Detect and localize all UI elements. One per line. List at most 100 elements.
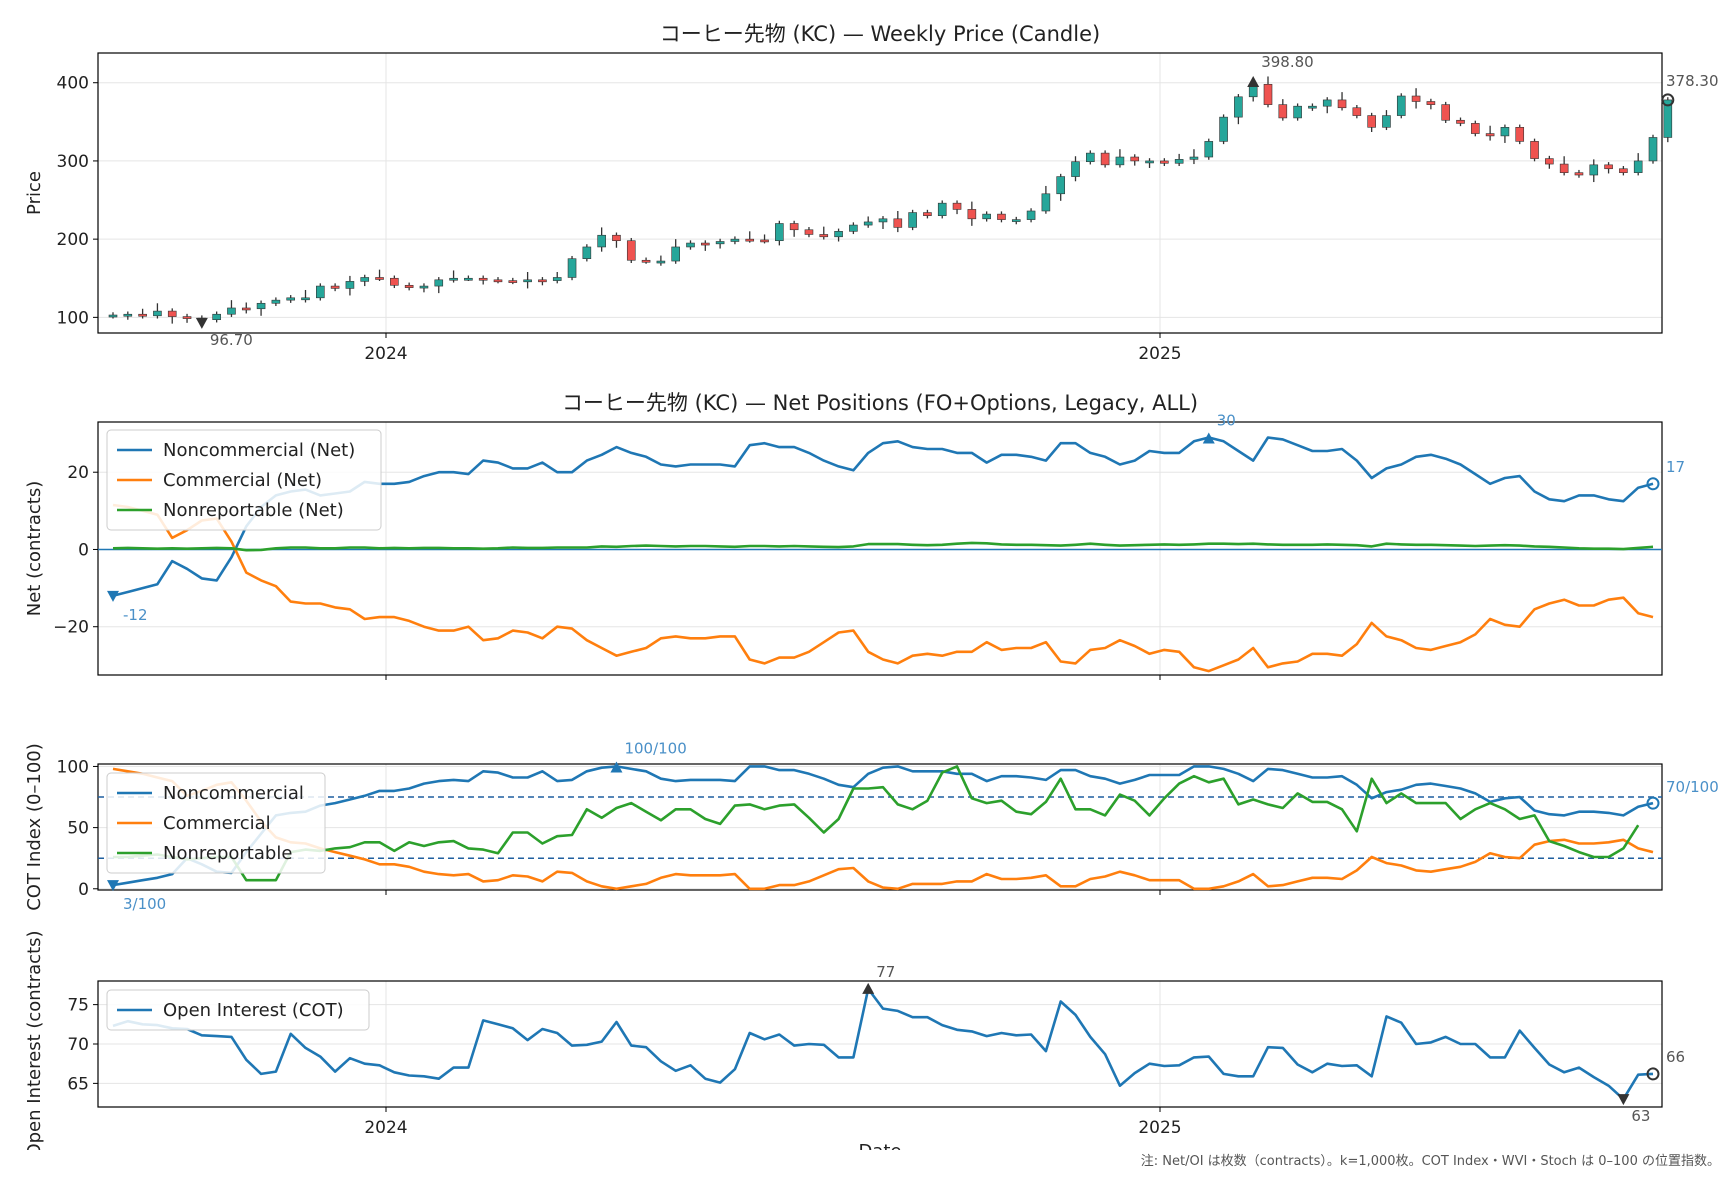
candle-body xyxy=(1071,161,1080,177)
candle-body xyxy=(715,241,725,245)
candle-body xyxy=(1322,99,1332,107)
candle-body xyxy=(1308,105,1317,109)
candle-body xyxy=(701,242,710,246)
candle-body xyxy=(819,234,829,238)
candle-body xyxy=(893,218,903,228)
y-tick-label: −20 xyxy=(53,618,89,638)
y-axis-label-cot: COT Index (0–100) xyxy=(24,743,45,911)
candle-body xyxy=(982,213,991,220)
candle-body xyxy=(908,212,917,228)
candle-body xyxy=(1619,168,1628,173)
candle-body xyxy=(286,297,295,301)
panel-1-frame xyxy=(97,421,1663,676)
candle-body xyxy=(241,307,251,311)
candle-body xyxy=(552,277,562,281)
candle-body xyxy=(1086,152,1095,163)
series-line-1 xyxy=(112,503,1654,673)
legend-label: Commercial xyxy=(163,813,271,834)
y-tick-label: 100 xyxy=(57,757,89,777)
x-tick-label: 2025 xyxy=(1138,344,1181,364)
panel-0-frame xyxy=(97,52,1663,334)
candle-body xyxy=(626,240,636,261)
last-net-marker xyxy=(1646,477,1660,491)
candle-body xyxy=(478,277,488,281)
candle-body xyxy=(182,316,192,319)
candle-body xyxy=(1204,141,1214,158)
candle-body xyxy=(316,285,325,299)
candle-body xyxy=(1648,137,1658,162)
max-net-label: 30 xyxy=(1217,411,1236,429)
candle-body xyxy=(1574,172,1584,176)
legend-label: Nonreportable xyxy=(163,843,292,864)
candle-body xyxy=(153,310,162,317)
candle-body xyxy=(612,234,621,242)
y-axis-label-oi: Open Interest (contracts) xyxy=(24,930,45,1150)
candle-body xyxy=(434,279,444,287)
y-axis-label-net: Net (contracts) xyxy=(24,481,45,617)
legend-box xyxy=(106,772,326,874)
candle-body xyxy=(1056,176,1065,195)
candle-body xyxy=(330,285,340,289)
candle-body xyxy=(464,277,473,281)
last-net-label: 17 xyxy=(1666,458,1685,476)
legend-box xyxy=(106,989,370,1031)
y-tick-label: 70 xyxy=(67,1035,89,1055)
candle-body xyxy=(656,260,666,264)
min-oi-label: 63 xyxy=(1631,1107,1650,1125)
y-tick-label: 0 xyxy=(78,540,89,560)
max-cot-marker xyxy=(610,761,623,773)
y-tick-label: 75 xyxy=(67,996,89,1016)
candle-body xyxy=(937,202,947,216)
candle-body xyxy=(1441,104,1450,121)
candle-body xyxy=(1278,104,1288,119)
candle-body xyxy=(523,279,532,283)
candle-body xyxy=(1337,99,1347,109)
candle-body xyxy=(1589,164,1599,176)
candle-body xyxy=(1559,163,1569,173)
panel-2-frame xyxy=(97,763,1663,891)
candle-body xyxy=(538,279,547,283)
candle-body xyxy=(1130,156,1140,162)
y-tick-label: 50 xyxy=(67,819,89,839)
candle-body xyxy=(1115,156,1125,166)
candle-body xyxy=(686,242,695,248)
candle-body xyxy=(301,297,310,301)
candle-body xyxy=(1367,115,1376,128)
legend-box xyxy=(106,429,382,531)
candle-body xyxy=(775,223,784,242)
candle-body xyxy=(360,277,370,282)
candle-body xyxy=(582,246,592,259)
candle-body xyxy=(1485,133,1495,137)
legend-label: Open Interest (COT) xyxy=(163,1000,344,1021)
y-tick-label: 20 xyxy=(67,463,89,483)
min-net-marker xyxy=(107,590,119,602)
y-tick-label: 0 xyxy=(78,880,89,900)
candle-body xyxy=(449,277,458,281)
candle-body xyxy=(1219,116,1228,142)
candle-body xyxy=(878,218,888,223)
min-price-marker xyxy=(195,317,208,329)
candle-body xyxy=(1234,96,1243,118)
candle-body xyxy=(508,280,518,283)
candle-body xyxy=(1011,219,1021,222)
y-tick-label: 400 xyxy=(57,74,89,94)
candle-body xyxy=(834,231,843,238)
candle-body xyxy=(730,238,740,242)
candle-body xyxy=(1041,193,1051,212)
candle-body xyxy=(1471,123,1480,134)
candle-body xyxy=(967,209,977,220)
series-line-1 xyxy=(112,767,1654,891)
candle-body xyxy=(123,313,133,317)
max-price-marker xyxy=(1247,75,1260,87)
candle-body xyxy=(108,314,118,318)
last-oi-label: 66 xyxy=(1666,1048,1685,1066)
candle-body xyxy=(1456,119,1465,124)
max-oi-label: 77 xyxy=(876,963,895,981)
max-oi-marker xyxy=(862,982,875,994)
legend-label: Noncommercial xyxy=(163,783,304,804)
max-net-marker xyxy=(1202,432,1215,444)
candle-body xyxy=(1396,95,1406,116)
candle-body xyxy=(597,234,606,248)
max-price-label: 398.80 xyxy=(1261,53,1314,71)
